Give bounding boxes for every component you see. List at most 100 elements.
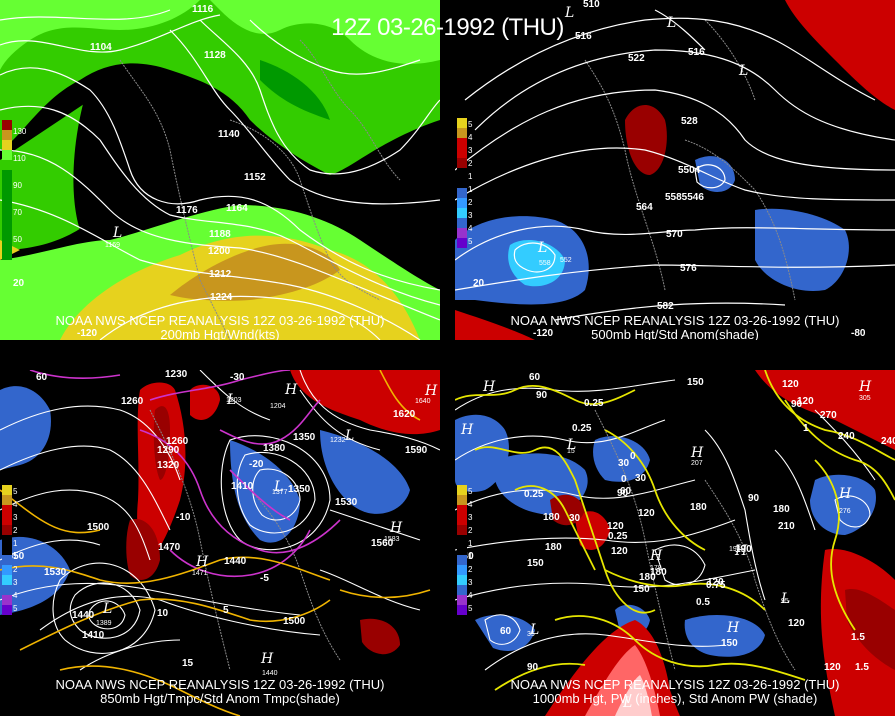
panel-500mb: 510 516 516 522 528 5504 5585546 564 570…: [455, 0, 895, 340]
contour-label: 180: [773, 504, 790, 515]
contour-label: 1350: [288, 484, 311, 495]
contour-label: 570: [666, 229, 683, 240]
contour-label: 516: [575, 31, 592, 42]
caption: NOAA NWS NCEP REANALYSIS 12Z 03-26-1992 …: [55, 313, 385, 341]
extremum-value: 198: [729, 546, 741, 553]
axis-label: -120: [533, 328, 553, 339]
contour-label: 5585546: [665, 192, 704, 203]
contour-label: 150: [687, 377, 704, 388]
low-marker: L: [344, 428, 354, 444]
extremum-value: 1583: [384, 536, 400, 543]
contour-label: 1290: [157, 445, 180, 456]
high-marker: H: [649, 548, 663, 564]
high-marker: H: [858, 379, 872, 395]
contour-label: 576: [680, 263, 697, 274]
high-marker: H: [284, 382, 298, 398]
high-marker: H: [690, 445, 704, 461]
contour-label: 30: [618, 458, 630, 469]
contour-label: 120: [707, 577, 724, 588]
extremum-value: 35: [527, 631, 535, 638]
contour-label: 1152: [244, 172, 266, 183]
contour-label: 1410: [82, 630, 105, 641]
contour-label: 180: [545, 542, 562, 553]
high-marker: H: [389, 520, 403, 536]
contour-label: 522: [628, 53, 645, 64]
contour-label: 90: [617, 488, 629, 499]
contour-label: 1164: [226, 203, 248, 214]
axis-label: 1650: [2, 551, 25, 562]
contour-label: 564: [636, 202, 653, 213]
contour-label: 90: [527, 662, 539, 673]
axis-label: -120: [77, 328, 97, 339]
contour-label: 60: [500, 626, 512, 637]
contour-label: 180: [650, 567, 667, 578]
contour-label: 0: [621, 474, 627, 485]
low-marker: L: [622, 695, 632, 711]
contour-label: 1530: [44, 567, 67, 578]
colorbar: [2, 485, 12, 615]
contour-label: 1560: [371, 538, 394, 549]
low-marker: L: [666, 15, 676, 31]
colorbar: [457, 118, 467, 248]
contour-label: 120: [638, 508, 655, 519]
high-marker: H: [460, 422, 474, 438]
contour-label: 120: [607, 521, 624, 532]
panel-200mb: 1116 1104 1128 1140 1152 1164 1176 1188 …: [0, 0, 440, 340]
contour-label: 1.5: [855, 662, 869, 673]
high-marker: H: [734, 543, 748, 559]
contour-label: 120: [824, 662, 841, 673]
contour-label: 1470: [158, 542, 181, 553]
low-marker: L: [226, 392, 236, 408]
low-marker: L: [738, 63, 748, 79]
panel-1000mb: 60 90 150 120 90 270 240 30 0 0 30 60 90…: [455, 370, 895, 716]
contour-label: 0: [630, 451, 636, 462]
contour-label: 150: [633, 584, 650, 595]
low-value: 552: [560, 257, 572, 264]
extremum-value: 1377: [272, 489, 288, 496]
contour-label: 1500: [283, 616, 306, 627]
panel-850mb: 60 1230 1260 1260 1290 1320 1380 1350 14…: [0, 370, 440, 716]
contour-label: 120: [611, 546, 628, 557]
high-marker: H: [260, 651, 274, 667]
contour-label: 150: [721, 638, 738, 649]
contour-label: 180: [639, 572, 656, 583]
temp-label: -20: [249, 459, 264, 470]
temp-label: 15: [182, 658, 194, 669]
map-title: 12Z 03-26-1992 (THU): [331, 14, 564, 41]
high-marker: H: [726, 620, 740, 636]
low-marker: L: [273, 479, 283, 495]
contour-label: 120: [788, 618, 805, 629]
extremum-value: 276: [839, 508, 851, 515]
contour-label: 90: [791, 399, 803, 410]
contour-label: 528: [681, 116, 698, 127]
low-marker: L: [112, 225, 122, 241]
map-850mb: 60 1230 1260 1260 1290 1320 1380 1350 14…: [0, 370, 440, 716]
high-marker: H: [424, 383, 438, 399]
contour-label: 1176: [176, 205, 198, 216]
temp-label: 5: [223, 605, 229, 616]
contour-label: 1200: [208, 246, 231, 257]
extremum-value: 207: [691, 460, 703, 467]
pw-label: 0.5: [696, 597, 710, 608]
extremum-value: 1232: [330, 437, 346, 444]
low-marker: L: [564, 5, 574, 21]
pw-label: 1.5: [851, 632, 865, 643]
low-marker: L: [537, 240, 547, 256]
low-marker: L: [780, 591, 790, 607]
map-200mb: 1116 1104 1128 1140 1152 1164 1176 1188 …: [0, 0, 440, 340]
high-marker: H: [838, 486, 852, 502]
contour-label: 1116: [192, 4, 214, 15]
temp-label: 10: [157, 608, 169, 619]
high-marker: H: [195, 554, 209, 570]
pw-label: 1: [803, 423, 809, 434]
contour-label: 516: [688, 47, 705, 58]
contour-label: 510: [583, 0, 600, 10]
contour-label: 1410: [231, 481, 254, 492]
contour-label: 582: [657, 301, 674, 312]
contour-label: 1260: [121, 396, 144, 407]
contour-label: 120: [782, 379, 799, 390]
contour-label: 210: [778, 521, 795, 532]
contour-label: 30: [635, 473, 647, 484]
contour-label: 150: [527, 558, 544, 569]
extremum-value: 1440: [262, 670, 278, 677]
